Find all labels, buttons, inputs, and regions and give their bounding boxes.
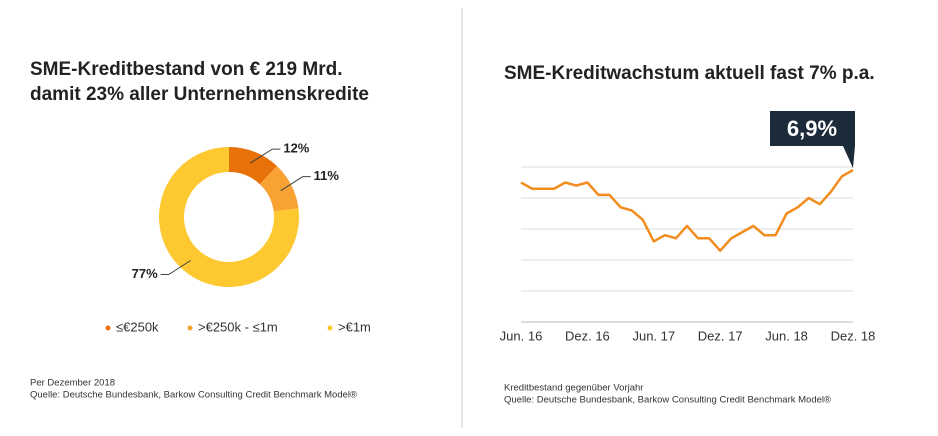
x-tick-label: Jun. 18 <box>765 328 808 343</box>
callout-text: 6,9% <box>787 116 837 141</box>
chart-title: SME-Kreditwachstum aktuell fast 7% p.a. <box>504 63 875 84</box>
callout-box <box>770 111 855 169</box>
legend-label: >€250k - ≤1m <box>198 319 278 334</box>
data-label: 12% <box>283 141 309 156</box>
leader-line <box>280 176 311 192</box>
donut-segment <box>158 147 299 287</box>
x-tick-label: Dez. 17 <box>698 328 743 343</box>
x-tick-label: Dez. 18 <box>831 328 876 343</box>
donut-segment <box>229 147 277 185</box>
leader-line <box>160 260 191 276</box>
data-label: 11% <box>314 168 340 183</box>
footnote: Quelle: Deutsche Bundesbank, Barkow Cons… <box>30 390 357 401</box>
footnote: Per Dezember 2018 <box>30 378 115 389</box>
legend-marker <box>105 325 111 331</box>
chart-title: damit 23% aller Unternehmenskredite <box>30 84 369 105</box>
footnote: Kreditbestand gegenüber Vorjahr <box>504 383 643 394</box>
legend-label: ≤€250k <box>116 319 159 334</box>
data-label: 77% <box>132 266 158 281</box>
x-tick-label: Jun. 17 <box>632 328 675 343</box>
footnote: Quelle: Deutsche Bundesbank, Barkow Cons… <box>504 395 831 406</box>
x-tick-label: Dez. 16 <box>565 328 610 343</box>
donut-segment <box>259 165 299 212</box>
x-tick-label: Jun. 16 <box>500 328 543 343</box>
legend-marker <box>187 325 193 331</box>
leader-line <box>250 148 281 164</box>
line-series <box>520 169 854 252</box>
legend-marker <box>327 325 333 331</box>
legend-label: >€1m <box>338 319 371 334</box>
chart-title: SME-Kreditbestand von € 219 Mrd. <box>30 59 343 80</box>
